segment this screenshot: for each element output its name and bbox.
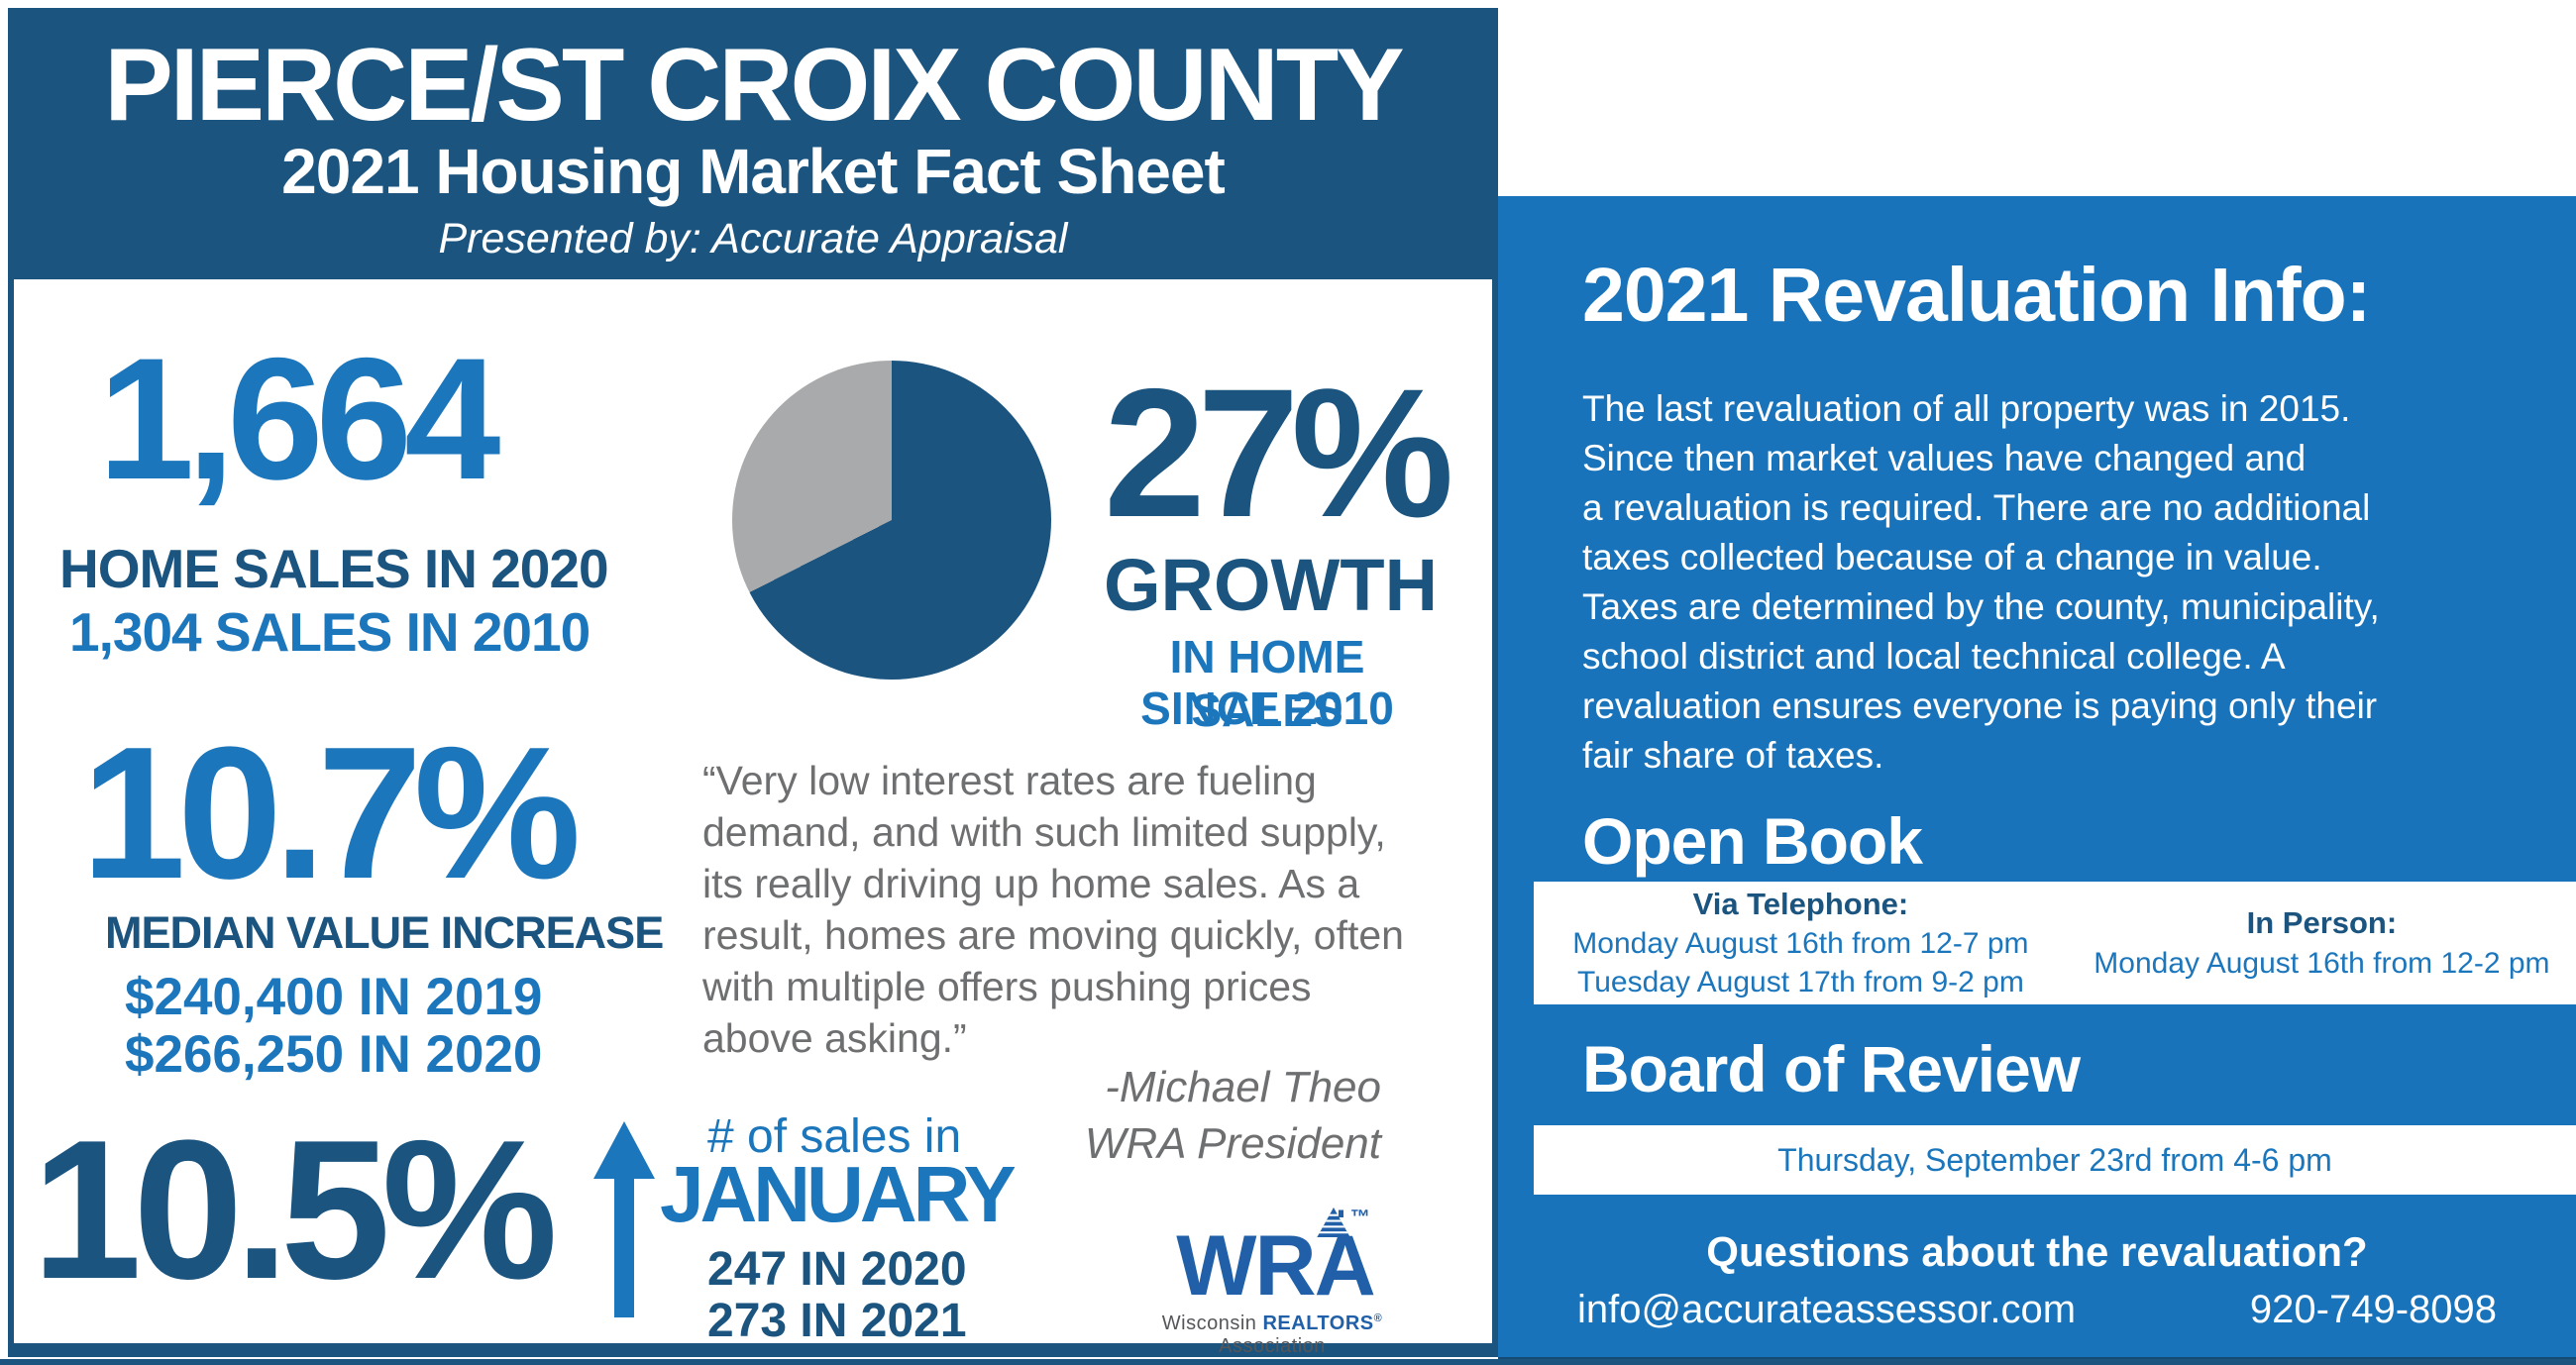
wra-caption: Wisconsin REALTORS® Association	[1133, 1312, 1411, 1358]
wra-caption-realtors: REALTORS	[1262, 1312, 1374, 1334]
stat-home-sales-line1: HOME SALES IN 2020	[59, 538, 609, 599]
open-book-telephone-column: Via Telephone: Monday August 16th from 1…	[1534, 885, 2068, 1001]
stat-january-big: 10.5%	[32, 1100, 558, 1320]
wra-house-icon	[1317, 1208, 1350, 1237]
stat-growth-line2: SINCE 2010	[1140, 682, 1394, 734]
board-of-review-box: Thursday, September 23rd from 4-6 pm	[1534, 1125, 2576, 1195]
stat-january-intro: # of sales in	[707, 1110, 962, 1163]
fact-sheet-card: PIERCE/ST CROIX COUNTY 2021 Housing Mark…	[8, 8, 1498, 1357]
panel-title: 2021 Revaluation Info:	[1582, 253, 2371, 338]
presented-by: Presented by: Accurate Appraisal	[438, 215, 1068, 263]
revaluation-panel: 2021 Revaluation Info: The last revaluat…	[1498, 196, 2576, 1365]
wra-trademark: ™	[1349, 1207, 1370, 1228]
stat-home-sales-line2: 1,304 SALES IN 2010	[69, 601, 590, 663]
page-title: PIERCE/ST CROIX COUNTY	[104, 28, 1404, 143]
card-header: PIERCE/ST CROIX COUNTY 2021 Housing Mark…	[14, 14, 1492, 279]
open-book-heading: Open Book	[1582, 804, 1923, 878]
contact-phone: 920-749-8098	[2249, 1288, 2497, 1331]
wra-caption-association: Association	[1219, 1335, 1326, 1357]
stat-growth-pct: 27%	[1104, 352, 1454, 556]
board-of-review-heading: Board of Review	[1582, 1032, 2081, 1105]
quote-attribution: -Michael Theo WRA President	[1084, 1063, 1381, 1169]
in-person-heading: In Person:	[2246, 905, 2398, 941]
open-book-box: Via Telephone: Monday August 16th from 1…	[1534, 882, 2576, 1004]
wra-caption-wisconsin: Wisconsin	[1161, 1312, 1263, 1334]
panel-body-text: The last revaluation of all property was…	[1582, 388, 2380, 776]
stat-home-sales-big: 1,664	[98, 323, 500, 516]
contact-row: info@accurateassessor.com 920-749-8098	[1577, 1288, 2497, 1332]
questions-line: Questions about the revaluation?	[1706, 1228, 2368, 1275]
wra-logo-word: WRA ™	[1173, 1207, 1376, 1309]
stat-january-line2: 273 IN 2021	[707, 1295, 967, 1347]
telephone-schedule-line1: Monday August 16th from 12-7 pm	[1572, 927, 2029, 961]
stat-growth-word: GROWTH	[1104, 544, 1439, 626]
stat-median-label: MEDIAN VALUE INCREASE	[105, 907, 664, 958]
wra-logo-letters: WRA	[1176, 1218, 1375, 1313]
inperson-schedule-line1: Monday August 16th from 12-2 pm	[2093, 946, 2550, 980]
stat-median-big: 10.7%	[81, 708, 582, 918]
stat-median-line1: $240,400 IN 2019	[125, 968, 543, 1026]
board-of-review-line: Thursday, September 23rd from 4-6 pm	[1777, 1141, 2332, 1178]
wra-logo: WRA ™ Wisconsin REALTORS® Association	[1133, 1208, 1411, 1358]
open-book-inperson-column: In Person: Monday August 16th from 12-2 …	[2068, 903, 2576, 982]
wra-caption-reg: ®	[1373, 1312, 1383, 1324]
stat-january-month: JANUARY	[660, 1150, 1017, 1238]
bottom-border	[0, 1359, 2576, 1365]
stat-growth-line1: IN HOME SALES	[1169, 631, 1365, 736]
via-telephone-heading: Via Telephone:	[1692, 886, 1909, 921]
quote-text: “Very low interest rates are fueling dem…	[702, 758, 1404, 1062]
stat-median-line2: $266,250 IN 2020	[125, 1025, 543, 1084]
up-arrow-icon	[593, 1121, 655, 1317]
contact-email: info@accurateassessor.com	[1577, 1288, 2077, 1331]
page-subtitle: 2021 Housing Market Fact Sheet	[281, 136, 1226, 207]
stat-january-line1: 247 IN 2020	[707, 1243, 967, 1296]
telephone-schedule-line2: Tuesday August 17th from 9-2 pm	[1577, 966, 2024, 999]
growth-pie-chart	[732, 361, 1051, 680]
